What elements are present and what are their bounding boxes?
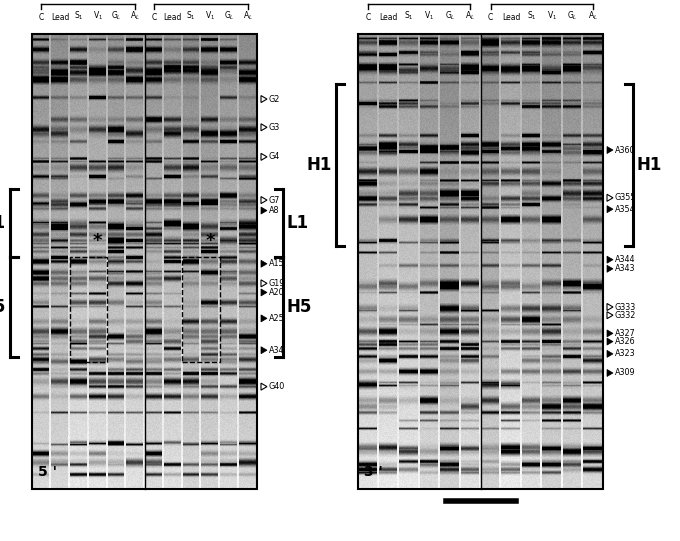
Text: *: *: [93, 232, 103, 250]
Text: V$_1$: V$_1$: [547, 10, 557, 22]
Text: A309: A309: [615, 368, 635, 378]
Polygon shape: [607, 370, 613, 377]
Text: S$_1$: S$_1$: [526, 10, 537, 22]
Polygon shape: [607, 330, 613, 337]
Text: V$_1$: V$_1$: [424, 10, 435, 22]
Text: A8: A8: [269, 206, 279, 215]
Text: WT: WT: [410, 0, 428, 1]
Bar: [358, 34, 603, 489]
Polygon shape: [607, 194, 613, 201]
Text: H1: H1: [307, 156, 332, 174]
Text: A15: A15: [269, 259, 284, 268]
Text: A25: A25: [269, 314, 284, 323]
Text: L1: L1: [0, 214, 6, 232]
Text: A360: A360: [615, 146, 635, 155]
Polygon shape: [261, 124, 267, 131]
Polygon shape: [607, 206, 613, 213]
Text: G19: G19: [269, 279, 285, 288]
Text: 13CC: 13CC: [186, 0, 216, 1]
Polygon shape: [261, 315, 267, 322]
Polygon shape: [261, 196, 267, 203]
Bar: [182, 257, 220, 361]
Text: A$_L$: A$_L$: [130, 10, 140, 22]
Text: Lead: Lead: [502, 13, 520, 22]
Text: H1: H1: [637, 156, 662, 174]
Text: G$_L$: G$_L$: [224, 10, 234, 22]
Text: A20: A20: [269, 288, 284, 297]
Text: S$_1$: S$_1$: [186, 10, 197, 22]
Text: WT: WT: [79, 0, 98, 1]
Text: G4: G4: [269, 153, 279, 161]
Text: C: C: [366, 13, 371, 22]
Bar: [32, 34, 257, 489]
Text: C: C: [488, 13, 493, 22]
Text: 13CC: 13CC: [527, 0, 557, 1]
Bar: [69, 257, 107, 361]
Text: C: C: [39, 13, 44, 22]
Text: C: C: [151, 13, 156, 22]
Text: *: *: [205, 232, 215, 250]
Text: G332: G332: [615, 311, 636, 320]
Text: G7: G7: [269, 196, 280, 204]
Text: L1: L1: [286, 214, 309, 232]
Polygon shape: [261, 207, 267, 214]
Polygon shape: [607, 256, 613, 263]
Text: S$_1$: S$_1$: [74, 10, 84, 22]
Polygon shape: [607, 338, 613, 345]
Text: A$_L$: A$_L$: [465, 10, 475, 22]
Polygon shape: [261, 280, 267, 287]
Polygon shape: [261, 347, 267, 354]
Polygon shape: [261, 289, 267, 296]
Text: A327: A327: [615, 329, 635, 338]
Text: G355: G355: [615, 193, 636, 202]
Text: A323: A323: [615, 349, 635, 358]
Polygon shape: [261, 96, 267, 103]
Text: G333: G333: [615, 302, 636, 312]
Text: Lead: Lead: [51, 13, 69, 22]
Text: H5: H5: [0, 298, 6, 316]
Text: Lead: Lead: [379, 13, 398, 22]
Text: V$_1$: V$_1$: [205, 10, 215, 22]
Text: 3 ': 3 ': [364, 465, 383, 479]
Text: A354: A354: [615, 204, 635, 214]
Text: A$_L$: A$_L$: [243, 10, 252, 22]
Text: S$_1$: S$_1$: [404, 10, 414, 22]
Polygon shape: [607, 147, 613, 154]
Text: A344: A344: [615, 255, 635, 264]
Text: G2: G2: [269, 95, 280, 103]
Text: H5: H5: [286, 298, 312, 316]
Text: 5 ': 5 ': [38, 465, 57, 479]
Text: G$_L$: G$_L$: [111, 10, 122, 22]
Text: A34: A34: [269, 346, 284, 355]
Polygon shape: [607, 304, 613, 311]
Text: A343: A343: [615, 265, 635, 273]
Polygon shape: [261, 383, 267, 390]
Text: G$_L$: G$_L$: [567, 10, 578, 22]
Polygon shape: [261, 260, 267, 267]
Polygon shape: [607, 351, 613, 358]
Text: G3: G3: [269, 123, 279, 132]
Polygon shape: [607, 265, 613, 272]
Text: G40: G40: [269, 382, 285, 391]
Text: V$_1$: V$_1$: [92, 10, 103, 22]
Text: A326: A326: [615, 337, 635, 346]
Polygon shape: [261, 153, 267, 160]
Text: G$_L$: G$_L$: [445, 10, 455, 22]
Text: A$_L$: A$_L$: [588, 10, 598, 22]
Polygon shape: [607, 312, 613, 319]
Text: Lead: Lead: [163, 13, 182, 22]
